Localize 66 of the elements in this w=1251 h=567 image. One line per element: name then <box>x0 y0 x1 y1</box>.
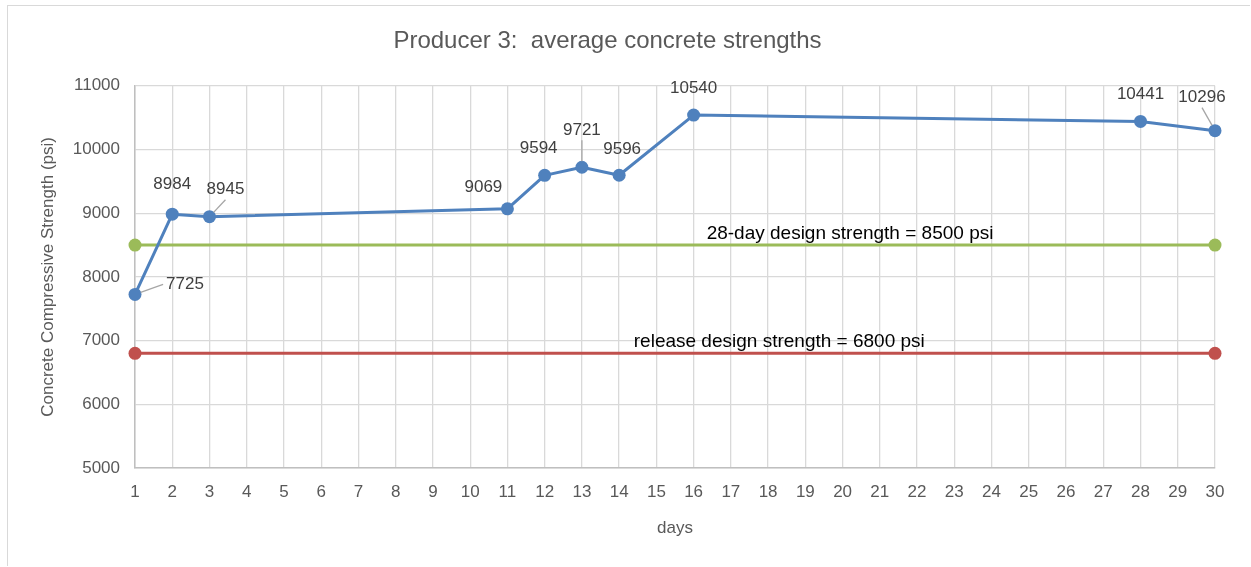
x-tick-label: 25 <box>1019 481 1039 501</box>
x-tick-label: 4 <box>241 481 252 501</box>
x-tick-label: 20 <box>833 481 853 501</box>
y-tick-label: 10000 <box>72 139 120 159</box>
point <box>687 108 701 122</box>
point <box>128 287 142 301</box>
x-tick-label: 6 <box>316 481 326 501</box>
data-label: 9721 <box>562 119 601 139</box>
x-tick-label: 19 <box>795 481 815 501</box>
chart-title: Producer 3: average concrete strengths <box>393 26 822 54</box>
x-tick-label: 7 <box>353 481 364 501</box>
x-axis-title: days <box>657 518 693 538</box>
x-tick-label: 3 <box>204 481 215 501</box>
point <box>1208 238 1222 252</box>
annotation: 28-day design strength = 8500 psi <box>706 222 994 244</box>
x-tick-label: 15 <box>646 481 666 501</box>
y-axis-title: Concrete Compressive Strength (psi) <box>37 137 57 417</box>
x-tick-label: 5 <box>279 481 289 501</box>
x-tick-label: 29 <box>1168 481 1188 501</box>
point <box>538 168 552 182</box>
point <box>165 207 179 221</box>
data-label: 9069 <box>464 177 503 197</box>
point <box>202 210 216 224</box>
data-label: 10296 <box>1178 87 1226 107</box>
point <box>1208 124 1222 138</box>
x-tick-label: 14 <box>609 481 629 501</box>
data-label: 10441 <box>1116 84 1165 104</box>
y-tick-label: 11000 <box>73 75 120 95</box>
data-label: 10540 <box>669 77 718 97</box>
x-tick-label: 24 <box>982 481 1002 501</box>
x-tick-label: 17 <box>721 481 741 501</box>
x-tick-label: 16 <box>684 481 704 501</box>
x-tick-label: 23 <box>944 481 964 501</box>
x-tick-label: 1 <box>130 481 140 501</box>
data-label: 8984 <box>153 173 192 193</box>
x-tick-label: 26 <box>1056 481 1076 501</box>
x-tick-label: 12 <box>535 481 555 501</box>
point <box>575 160 589 174</box>
x-tick-label: 28 <box>1131 481 1150 501</box>
x-tick-label: 21 <box>870 481 890 501</box>
x-tick-label: 18 <box>758 481 778 501</box>
x-tick-label: 8 <box>390 481 401 501</box>
point <box>612 168 626 182</box>
x-tick-label: 2 <box>167 481 177 501</box>
data-label: 9594 <box>519 138 558 158</box>
data-label: 7725 <box>166 274 204 294</box>
y-tick-label: 5000 <box>82 457 120 477</box>
point <box>500 202 514 216</box>
x-tick-label: 9 <box>428 481 438 501</box>
x-tick-label: 30 <box>1205 481 1225 501</box>
y-tick-label: 7000 <box>82 330 120 350</box>
x-tick-label: 10 <box>460 481 480 501</box>
annotation: release design strength = 6800 psi <box>633 330 925 352</box>
point <box>128 346 142 360</box>
x-tick-label: 13 <box>572 481 592 501</box>
x-tick-label: 22 <box>907 481 927 501</box>
y-tick-label: 6000 <box>82 393 120 413</box>
y-tick-label: 9000 <box>82 202 120 222</box>
x-tick-label: 27 <box>1093 481 1113 501</box>
data-label: 9596 <box>603 138 642 158</box>
point <box>1208 346 1222 360</box>
data-label: 8945 <box>206 179 245 199</box>
point <box>1134 114 1148 128</box>
point <box>128 238 142 252</box>
y-tick-label: 8000 <box>82 266 120 286</box>
x-tick-label: 11 <box>498 481 517 501</box>
